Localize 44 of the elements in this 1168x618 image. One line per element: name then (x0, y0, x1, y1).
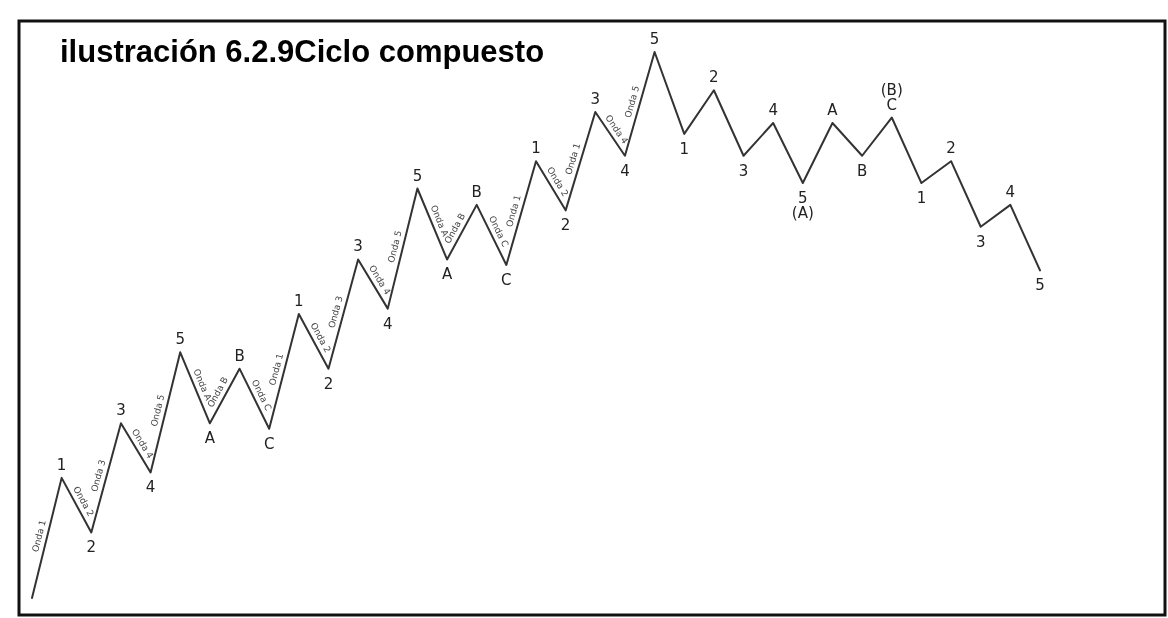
chart-title: ilustración 6.2.9Ciclo compuesto (60, 34, 545, 69)
annotation: A (441, 265, 453, 284)
annotation: Onda 5 (622, 84, 642, 119)
annotation: 4 (768, 100, 778, 119)
annotation: B (856, 161, 868, 180)
annotation: C (263, 434, 275, 453)
annotation: 4 (145, 478, 156, 497)
annotation: B (471, 182, 482, 201)
annotation: Onda 1 (30, 519, 48, 554)
annotation: 3 (590, 90, 601, 109)
annotation: 5 (175, 330, 186, 349)
annotation: 2 (709, 68, 719, 87)
annotation: 5 (412, 166, 423, 185)
annotation: Onda 5 (386, 229, 404, 264)
annotation: 4 (382, 314, 393, 333)
annotation: 4 (620, 161, 630, 180)
annotation: 5 (1035, 276, 1045, 295)
text: (A) (791, 204, 814, 223)
annotation: 3 (353, 237, 363, 256)
annotation: B (234, 346, 245, 365)
annotation: Onda 1 (563, 141, 583, 176)
annotation: Onda 3 (89, 458, 108, 493)
annotation: A (204, 429, 216, 448)
annotation: C (501, 270, 512, 289)
annotation: Onda 3 (326, 294, 345, 330)
annotation: 3 (738, 161, 749, 180)
annotation: 2 (946, 139, 956, 158)
text: 5 (649, 30, 660, 48)
annotation: 2 (560, 216, 571, 235)
annotation: 1 (294, 292, 304, 311)
annotation: 3 (116, 401, 126, 420)
annotation: A (827, 100, 839, 119)
annotation: Onda 1 (504, 193, 523, 228)
annotation: Onda 1 (267, 352, 286, 387)
annotation: Onda 5 (148, 393, 167, 428)
annotation: 1 (531, 139, 541, 158)
annotation: 1 (56, 455, 67, 474)
annotation: 2 (86, 538, 97, 557)
annotation: 1 (679, 139, 690, 158)
annotation: (B) C (880, 80, 903, 114)
annotation: 2 (323, 374, 334, 393)
annotation: 3 (975, 232, 986, 251)
annotation: 4 (1005, 182, 1016, 201)
annotation: 1 (916, 189, 927, 208)
